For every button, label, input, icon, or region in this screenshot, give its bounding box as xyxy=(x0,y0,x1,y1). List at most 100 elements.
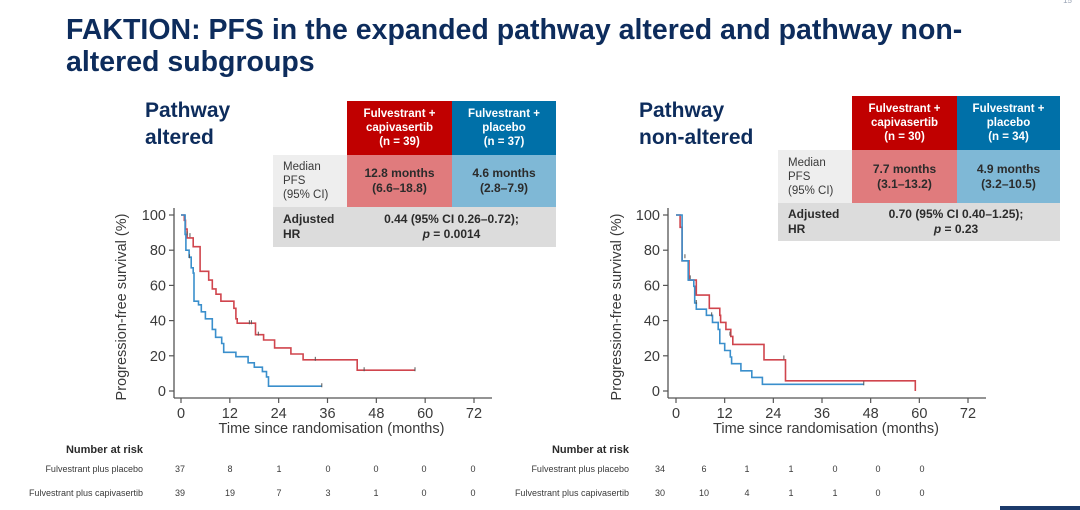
header-line: (n = 37) xyxy=(483,136,525,148)
x-axis-title: Time since randomisation (months) xyxy=(713,421,939,437)
risk-value: 19 xyxy=(224,488,235,498)
risk-value: 0 xyxy=(373,464,379,474)
y-tick-label: 0 xyxy=(652,384,660,400)
hr-label: Adjusted HR xyxy=(283,212,334,242)
header-line: (n = 39) xyxy=(379,136,420,148)
x-tick-label: 0 xyxy=(672,406,680,422)
hr-label-line: HR xyxy=(788,222,806,236)
y-tick-label: 40 xyxy=(150,314,166,330)
value-line: 4.9 months xyxy=(976,161,1041,176)
y-tick-label: 80 xyxy=(150,243,166,259)
risk-value: 4 xyxy=(744,488,750,498)
header-line: capivasertib xyxy=(870,117,939,129)
y-tick-label: 80 xyxy=(644,243,660,259)
risk-value: 1 xyxy=(788,464,794,474)
page-number: 15 xyxy=(1063,0,1072,5)
y-tick-label: 40 xyxy=(644,314,660,330)
risk-value: 39 xyxy=(174,488,185,498)
header-line: placebo xyxy=(986,117,1031,129)
x-tick-label: 24 xyxy=(765,406,781,422)
x-tick-label: 48 xyxy=(863,406,879,422)
y-tick-label: 0 xyxy=(158,384,166,400)
risk-value: 1 xyxy=(832,488,838,498)
x-tick-label: 36 xyxy=(319,406,335,422)
p-value: = 0.23 xyxy=(941,222,979,236)
risk-value: 0 xyxy=(470,488,476,498)
hr-label: Adjusted HR xyxy=(788,207,839,237)
header-line: placebo xyxy=(482,122,526,134)
label-line: (95% CI) xyxy=(283,189,329,201)
value-line: (2.8–7.9) xyxy=(479,181,529,195)
hr-value: 0.44 (95% CI 0.26–0.72); p = 0.0014 xyxy=(347,212,556,242)
hr-label-line: HR xyxy=(283,227,301,241)
hr-value-line: 0.70 (95% CI 0.40–1.25); xyxy=(888,207,1024,221)
value-line: (6.6–18.8) xyxy=(372,181,427,195)
x-tick-label: 12 xyxy=(222,406,238,422)
hr-label-line: Adjusted xyxy=(283,212,335,226)
slide-title: FAKTION: PFS in the expanded pathway alt… xyxy=(66,14,963,78)
label-line: Median xyxy=(788,156,826,169)
value-line: 12.8 months xyxy=(364,166,435,180)
hr-label-line: Adjusted xyxy=(788,207,840,221)
header-capivasertib: Fulvestrant + capivasertib (n = 30) xyxy=(852,96,957,150)
header-line: (n = 30) xyxy=(884,131,925,143)
subtitle-line: Pathway xyxy=(145,99,231,122)
risk-value: 3 xyxy=(325,488,331,498)
risk-value: 30 xyxy=(654,488,665,498)
value-line: 4.6 months xyxy=(472,166,536,180)
x-tick-label: 60 xyxy=(911,406,927,422)
median-placebo: 4.6 months (2.8–7.9) xyxy=(452,155,556,207)
header-capivasertib: Fulvestrant + capivasertib (n = 39) xyxy=(347,101,452,155)
x-tick-label: 60 xyxy=(417,406,433,422)
risk-value: 0 xyxy=(832,464,838,474)
risk-value: 0 xyxy=(421,488,427,498)
x-tick-label: 72 xyxy=(466,406,482,422)
risk-row-label: Fulvestrant plus placebo xyxy=(45,464,143,474)
risk-value: 37 xyxy=(174,464,185,474)
y-tick-label: 60 xyxy=(150,278,166,294)
p-symbol: p xyxy=(933,222,942,236)
risk-value: 0 xyxy=(919,488,925,498)
value-line: (3.2–10.5) xyxy=(981,176,1036,191)
risk-title: Number at risk xyxy=(65,444,143,456)
label-line: Median xyxy=(283,161,321,173)
risk-value: 10 xyxy=(698,488,709,498)
hazard-ratio-row: Adjusted HR 0.44 (95% CI 0.26–0.72); p =… xyxy=(273,207,556,247)
y-axis-title: Progression-free survival (%) xyxy=(609,214,625,401)
risk-value: 0 xyxy=(421,464,427,474)
x-tick-label: 48 xyxy=(368,406,384,422)
label-line: PFS xyxy=(283,175,306,187)
risk-value: 8 xyxy=(227,464,233,474)
risk-value: 7 xyxy=(276,488,282,498)
y-axis-title: Progression-free survival (%) xyxy=(114,214,130,401)
risk-row-label: Fulvestrant plus placebo xyxy=(531,464,629,474)
value-line: (3.1–13.2) xyxy=(877,176,932,191)
risk-value: 0 xyxy=(875,464,881,474)
y-tick-label: 20 xyxy=(644,349,660,365)
risk-value: 1 xyxy=(744,464,750,474)
value-line: 7.7 months xyxy=(872,161,937,176)
risk-value: 0 xyxy=(325,464,331,474)
p-value-line: p = 0.0014 xyxy=(347,227,556,242)
risk-value: 6 xyxy=(701,464,707,474)
p-symbol: p xyxy=(422,227,430,241)
median-pfs-label: Median PFS (95% CI) xyxy=(273,155,347,207)
risk-value: 0 xyxy=(470,464,476,474)
median-pfs-label: Median PFS (95% CI) xyxy=(778,150,852,203)
panel-subtitle-non-altered: Pathway non-altered xyxy=(639,97,753,151)
subtitle-line: Pathway xyxy=(639,99,725,122)
x-tick-label: 72 xyxy=(960,406,976,422)
risk-value: 1 xyxy=(276,464,282,474)
label-line: PFS xyxy=(788,170,811,183)
header-line: (n = 34) xyxy=(988,131,1029,143)
footer-bar xyxy=(1000,506,1080,510)
header-line: Fulvestrant + xyxy=(972,103,1045,115)
subtitle-line: altered xyxy=(145,126,214,149)
risk-title: Number at risk xyxy=(551,444,629,456)
header-line: Fulvestrant + xyxy=(468,108,540,120)
hazard-ratio-row: Adjusted HR 0.70 (95% CI 0.40–1.25); p =… xyxy=(778,203,1060,241)
header-line: Fulvestrant + xyxy=(868,103,941,115)
x-tick-label: 36 xyxy=(814,406,830,422)
risk-value: 0 xyxy=(919,464,925,474)
risk-row-label: Fulvestrant plus capivasertib xyxy=(514,488,629,498)
